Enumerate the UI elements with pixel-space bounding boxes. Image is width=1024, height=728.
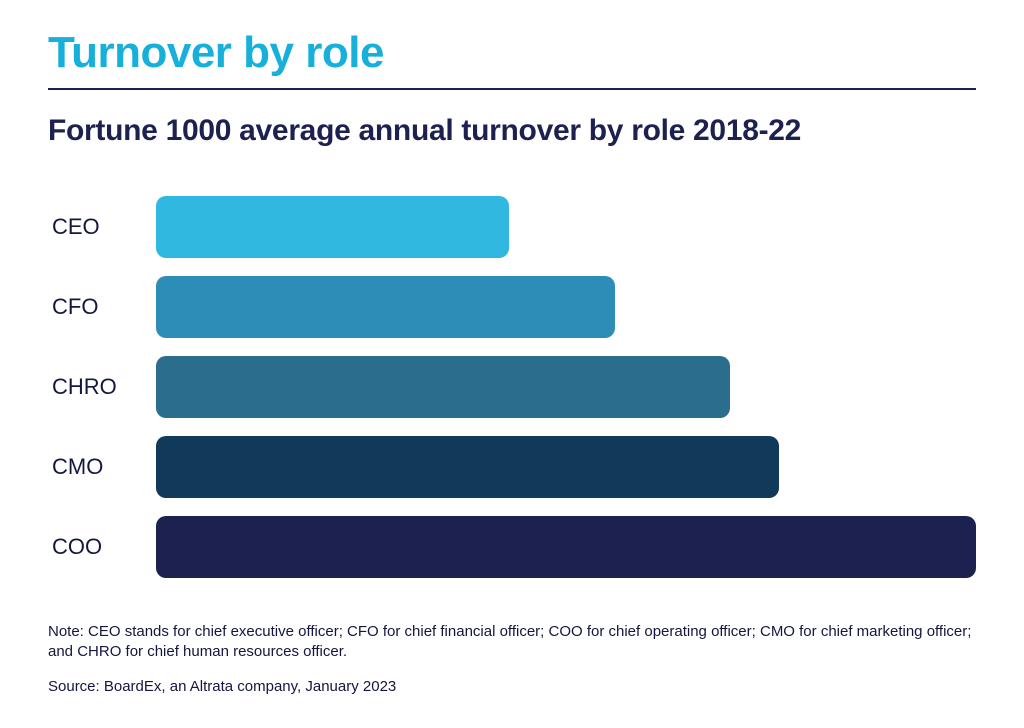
bar-category-label: CFO — [48, 294, 156, 320]
bar-track — [156, 356, 976, 418]
bar-category-label: COO — [48, 534, 156, 560]
bar-track — [156, 516, 976, 578]
bar — [156, 436, 779, 498]
bar-row: CHRO — [48, 356, 976, 418]
bar-track — [156, 436, 976, 498]
footnote: Note: CEO stands for chief executive off… — [48, 622, 976, 663]
chart-title: Turnover by role — [48, 28, 976, 88]
bar — [156, 516, 976, 578]
bar — [156, 276, 615, 338]
bar-track — [156, 196, 976, 258]
bar-category-label: CMO — [48, 454, 156, 480]
chart-subtitle: Fortune 1000 average annual turnover by … — [48, 114, 976, 148]
source-line: Source: BoardEx, an Altrata company, Jan… — [48, 677, 976, 697]
chart-footer: Note: CEO stands for chief executive off… — [48, 622, 976, 697]
bar-track — [156, 276, 976, 338]
title-divider — [48, 88, 976, 90]
bar-category-label: CHRO — [48, 374, 156, 400]
bar-category-label: CEO — [48, 214, 156, 240]
bar-row: CMO — [48, 436, 976, 498]
bar-row: COO — [48, 516, 976, 578]
bar — [156, 196, 509, 258]
bar — [156, 356, 730, 418]
bar-row: CEO — [48, 196, 976, 258]
bar-chart: CEO CFO CHRO CMO COO — [48, 196, 976, 578]
bar-row: CFO — [48, 276, 976, 338]
